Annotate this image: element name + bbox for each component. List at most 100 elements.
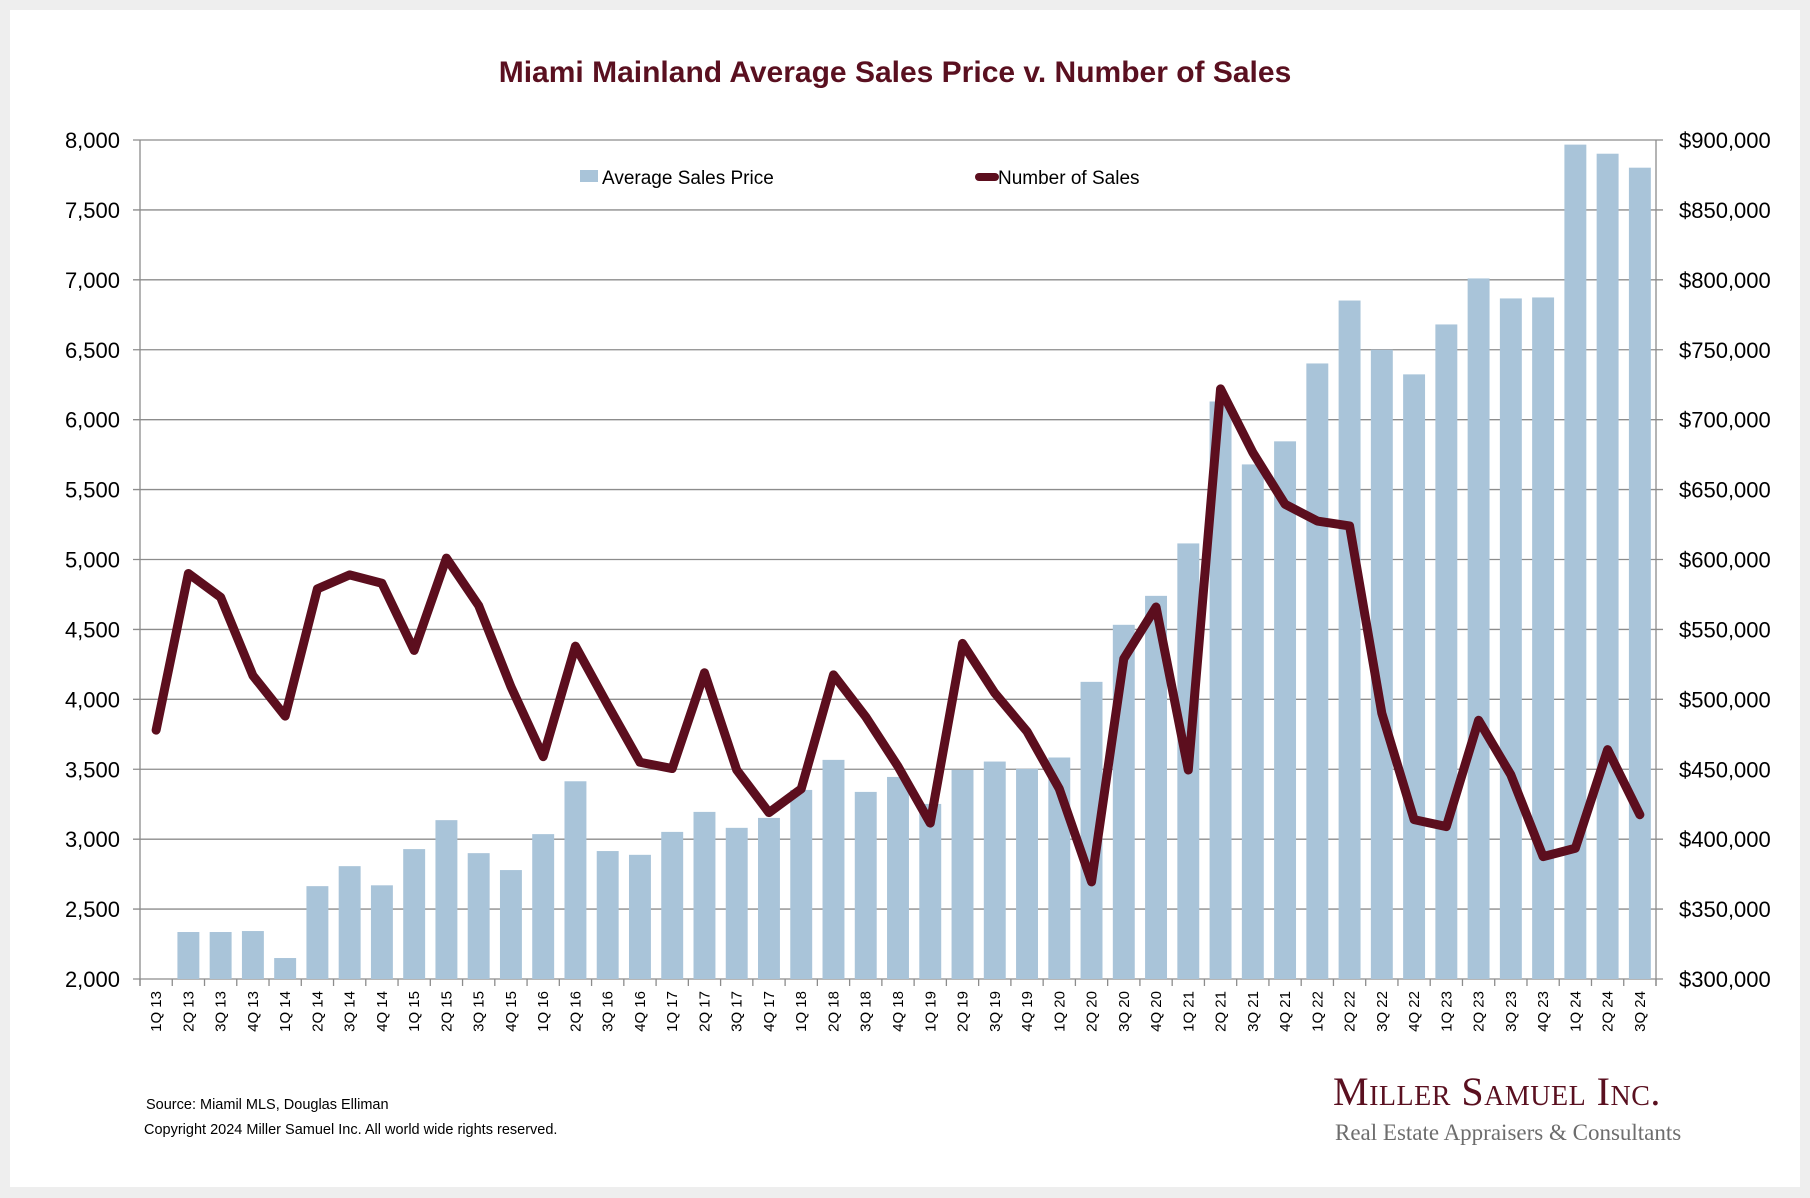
x-category-label: 4Q 17 [761, 991, 778, 1032]
line-series [151, 384, 1645, 887]
x-category-label: 2Q 16 [567, 991, 584, 1032]
x-category-label: 1Q 13 [148, 991, 165, 1032]
x-category-label: 2Q 17 [696, 991, 713, 1032]
left-axis-tick-label: 3,000 [65, 827, 120, 852]
x-category-label: 2Q 15 [438, 991, 455, 1032]
bar-average-sales-price [1080, 681, 1103, 979]
x-category-label: 2Q 19 [955, 991, 972, 1032]
right-axis-tick-label: $400,000 [1679, 827, 1771, 852]
x-category-label: 3Q 13 [213, 991, 230, 1032]
bar-average-sales-price [1016, 768, 1038, 979]
bar-average-sales-price [1532, 297, 1555, 979]
bar-average-sales-price [499, 870, 522, 979]
left-axis-tick-label: 3,500 [65, 757, 120, 782]
bar-average-sales-price [338, 866, 361, 979]
bar-average-sales-price [887, 776, 909, 979]
bar-average-sales-price [661, 831, 684, 979]
x-category-label: 3Q 15 [471, 991, 488, 1032]
x-category-label: 1Q 16 [535, 991, 552, 1032]
bar-average-sales-price [403, 849, 426, 979]
x-category-label: 3Q 18 [858, 991, 875, 1032]
bar-average-sales-price [725, 827, 748, 979]
left-axis-tick-label: 4,500 [65, 617, 120, 642]
bar-average-sales-price [177, 932, 200, 979]
x-category-label: 4Q 16 [632, 991, 649, 1032]
bar-average-sales-price [693, 811, 716, 979]
bar-average-sales-price [951, 769, 974, 979]
left-axis-tick-label: 7,000 [65, 268, 120, 293]
bar-average-sales-price [274, 958, 297, 979]
right-axis-tick-label: $900,000 [1679, 128, 1771, 153]
x-category-label: 2Q 21 [1213, 991, 1230, 1032]
bar-average-sales-price [209, 932, 232, 979]
x-category-label: 3Q 21 [1245, 991, 1262, 1032]
bar-average-sales-price [983, 761, 1006, 979]
x-category-label: 1Q 15 [406, 991, 423, 1032]
x-category-label: 2Q 13 [180, 991, 197, 1032]
bar-average-sales-price [854, 791, 877, 979]
right-axis-tick-label: $700,000 [1679, 408, 1771, 433]
bar-average-sales-price [1241, 464, 1264, 979]
x-category-label: 1Q 22 [1309, 991, 1326, 1032]
x-category-label: 1Q 18 [793, 991, 810, 1032]
logo-company-name: Miller Samuel Inc. [1333, 1069, 1661, 1114]
source-note: Source: Miamil MLS, Douglas Elliman [146, 1097, 389, 1113]
bar-average-sales-price [1209, 401, 1232, 979]
x-category-label: 4Q 18 [890, 991, 907, 1032]
x-category-label: 1Q 19 [922, 991, 939, 1032]
x-category-label: 4Q 23 [1535, 991, 1552, 1032]
bar-average-sales-price [435, 820, 458, 979]
bar-average-sales-price [241, 931, 264, 979]
bar-average-sales-price [564, 781, 587, 979]
bar-average-sales-price [306, 886, 329, 979]
left-axis-tick-label: 6,000 [65, 408, 120, 433]
left-axis-tick-label: 2,500 [65, 897, 120, 922]
x-category-label: 4Q 19 [1019, 991, 1036, 1032]
left-axis-tick-label: 4,000 [65, 687, 120, 712]
left-axis-tick-label: 8,000 [65, 128, 120, 153]
left-axis-tick-label: 6,500 [65, 338, 120, 363]
bar-average-sales-price [1596, 153, 1619, 979]
legend-label-average-sales-price: Average Sales Price [602, 168, 774, 189]
x-category-label: 4Q 15 [503, 991, 520, 1032]
bar-average-sales-price [758, 817, 780, 979]
left-axis-tick-label: 5,500 [65, 478, 120, 503]
right-axis-tick-label: $750,000 [1679, 338, 1771, 363]
x-category-label: 4Q 14 [374, 991, 391, 1032]
bar-average-sales-price [1628, 167, 1651, 979]
right-axis-tick-label: $850,000 [1679, 198, 1771, 223]
x-category-label: 1Q 23 [1438, 991, 1455, 1032]
x-category-label: 2Q 20 [1084, 991, 1101, 1032]
x-category-label: 3Q 14 [342, 991, 359, 1032]
bar-average-sales-price [1274, 441, 1297, 979]
bar-average-sales-price [370, 885, 393, 979]
x-category-label: 4Q 20 [1148, 991, 1165, 1032]
x-category-label: 1Q 24 [1567, 991, 1584, 1032]
x-category-label: 3Q 24 [1632, 991, 1649, 1032]
x-category-label: 4Q 21 [1277, 991, 1294, 1032]
x-category-label: 2Q 22 [1342, 991, 1359, 1032]
bar-average-sales-price [822, 759, 845, 979]
x-category-label: 4Q 13 [245, 991, 262, 1032]
bar-average-sales-price [790, 789, 813, 979]
left-axis-tick-label: 7,500 [65, 198, 120, 223]
x-category-label: 3Q 19 [987, 991, 1004, 1032]
x-category-label: 3Q 17 [729, 991, 746, 1032]
legend: Average Sales Price Number of Sales [580, 168, 1140, 189]
right-axis-tick-label: $350,000 [1679, 897, 1771, 922]
bar-series [177, 144, 1651, 979]
x-category-label: 3Q 20 [1116, 991, 1133, 1032]
bar-average-sales-price [596, 851, 619, 979]
legend-label-number-of-sales: Number of Sales [998, 168, 1140, 189]
logo-tagline: Real Estate Appraisers & Consultants [1335, 1120, 1682, 1145]
bar-average-sales-price [1338, 300, 1361, 979]
bar-average-sales-price [1306, 363, 1329, 979]
bar-average-sales-price [467, 853, 490, 979]
right-axis-tick-label: $800,000 [1679, 268, 1771, 293]
bar-average-sales-price [1145, 595, 1168, 979]
x-category-label: 2Q 24 [1600, 991, 1617, 1032]
x-category-label: 2Q 14 [309, 991, 326, 1032]
x-category-label: 4Q 22 [1406, 991, 1423, 1032]
x-category-label: 2Q 18 [825, 991, 842, 1032]
